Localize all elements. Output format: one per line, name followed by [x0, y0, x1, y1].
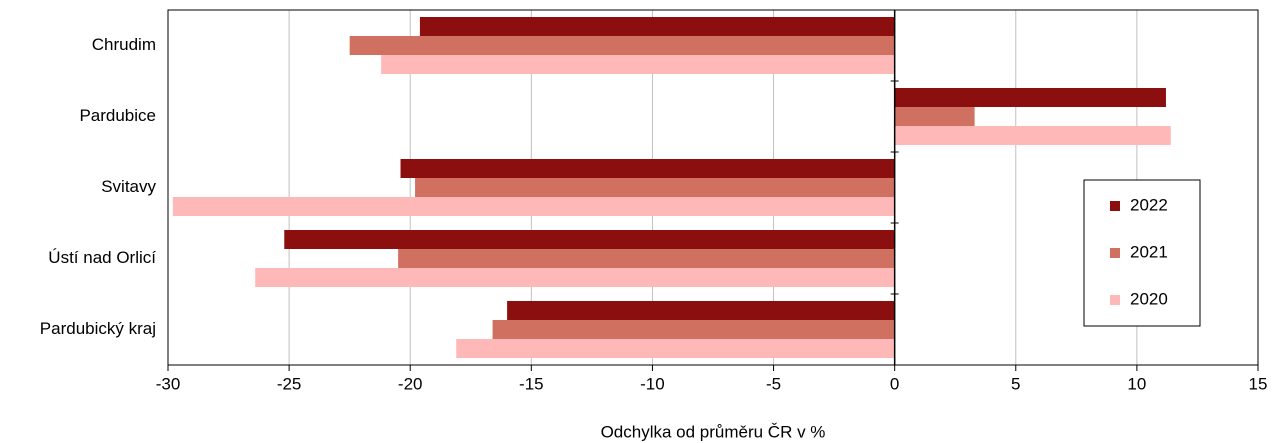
legend-swatch [1110, 295, 1120, 305]
x-tick-label: -15 [519, 374, 544, 393]
x-tick-label: 15 [1249, 374, 1268, 393]
bar [398, 249, 895, 268]
legend-swatch [1110, 248, 1120, 258]
legend-label: 2022 [1130, 195, 1168, 214]
x-tick-label: -20 [398, 374, 423, 393]
bar [419, 17, 895, 36]
legend-label: 2020 [1130, 289, 1168, 308]
y-tick-label: Pardubice [79, 106, 156, 125]
bar [415, 178, 895, 197]
bar [492, 320, 895, 339]
x-tick-label: -10 [640, 374, 665, 393]
y-tick-label: Chrudim [92, 35, 156, 54]
bar [349, 36, 895, 55]
bar [894, 107, 975, 126]
x-tick-label: -30 [156, 374, 181, 393]
x-tick-label: 0 [890, 374, 899, 393]
y-tick-label: Svitavy [101, 177, 156, 196]
bar [456, 339, 895, 358]
bar [400, 159, 895, 178]
x-tick-label: -25 [277, 374, 302, 393]
y-tick-label: Ústí nad Orlicí [48, 248, 156, 267]
bar [381, 55, 895, 74]
bar [255, 268, 895, 287]
bar [284, 230, 895, 249]
legend-swatch [1110, 201, 1120, 211]
legend-box [1083, 179, 1201, 327]
x-tick-label: 5 [1011, 374, 1020, 393]
legend-label: 2021 [1130, 242, 1168, 261]
plot-border [167, 9, 1259, 366]
bar [172, 197, 895, 216]
x-axis-title: Odchylka od průměru ČR v % [601, 422, 826, 441]
x-tick-label: 10 [1127, 374, 1146, 393]
bar [894, 126, 1171, 145]
bar [507, 301, 895, 320]
y-tick-label: Pardubický kraj [40, 319, 156, 338]
x-tick-label: -5 [766, 374, 781, 393]
bar [894, 88, 1166, 107]
